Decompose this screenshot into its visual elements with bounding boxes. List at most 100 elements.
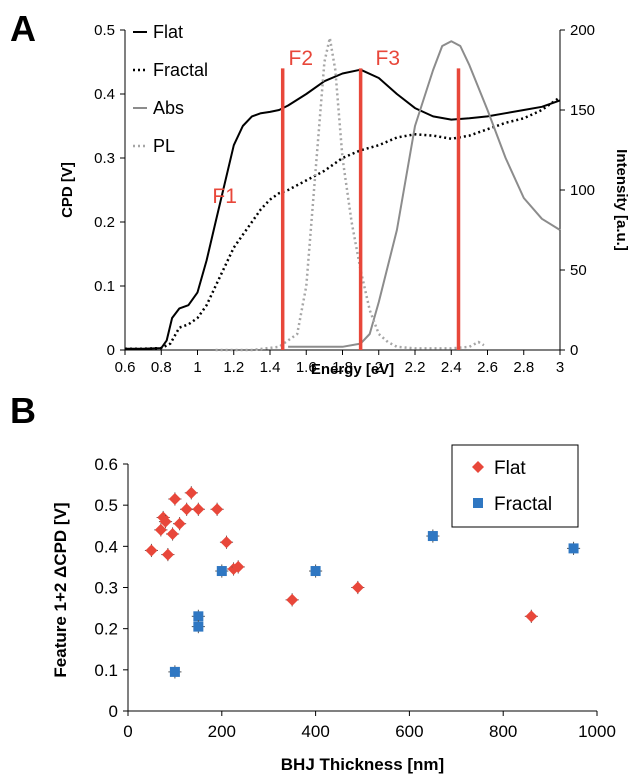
data-point-flat: [168, 492, 182, 506]
data-point-flat: [165, 527, 180, 541]
y-tick-label: 0.5: [94, 22, 115, 39]
diamond-marker: [154, 523, 167, 536]
y-tick-label: 0.2: [94, 214, 115, 231]
diamond-marker: [351, 581, 364, 594]
data-point-flat: [173, 517, 187, 531]
x-tick-label: 1.4: [260, 359, 281, 376]
y2-tick-label: 100: [570, 182, 595, 199]
data-point-flat: [210, 502, 224, 516]
y-tick-label: 0.4: [94, 86, 115, 103]
data-point-fractal: [566, 541, 581, 555]
panel-label-b: B: [10, 390, 36, 431]
data-point-fractal: [426, 529, 440, 543]
y-axis-title: CPD [V]: [59, 162, 76, 218]
diamond-marker: [220, 536, 233, 549]
legend-label-flat: Flat: [494, 458, 526, 479]
legend-marker-flat: [472, 461, 484, 473]
data-point-flat: [219, 535, 234, 549]
x-tick-label: 3: [556, 359, 564, 376]
data-point-flat: [285, 593, 299, 607]
data-point-flat: [161, 547, 175, 562]
x-tick-label: 0.6: [115, 359, 136, 376]
b-y-tick-label: 0.2: [94, 620, 118, 639]
legend-label: Flat: [153, 22, 183, 42]
feature-label: F2: [289, 47, 314, 70]
x-tick-label: 2.4: [441, 359, 462, 376]
x-tick-label: 1: [193, 359, 201, 376]
data-point-flat: [524, 609, 538, 623]
diamond-marker: [168, 492, 181, 505]
legend-label: Fractal: [153, 60, 208, 80]
b-y-axis-title: Feature 1+2 ΔCPD [V]: [51, 502, 70, 677]
data-point-fractal: [309, 564, 323, 578]
feature-label: F1: [212, 185, 237, 208]
y-tick-label: 0: [107, 342, 115, 359]
data-point-flat: [351, 580, 365, 595]
x-tick-label: 1.2: [223, 359, 244, 376]
legend-label-fractal: Fractal: [494, 494, 552, 515]
square-marker: [568, 543, 579, 554]
data-point-flat: [144, 543, 159, 558]
y-tick-label: 0.1: [94, 278, 115, 295]
x-tick-label: 2: [375, 359, 383, 376]
b-x-tick-label: 400: [301, 722, 329, 741]
b-y-tick-label: 0.6: [94, 455, 118, 474]
b-y-tick-label: 0.1: [94, 661, 118, 680]
y-tick-label: 0.3: [94, 150, 115, 167]
x-tick-label: 0.8: [151, 359, 172, 376]
b-y-tick-label: 0.3: [94, 579, 118, 598]
x-axis-title: Energy [eV]: [311, 361, 394, 378]
data-point-flat: [180, 502, 194, 516]
square-marker: [427, 531, 438, 542]
diamond-marker: [173, 517, 186, 530]
diamond-marker: [211, 503, 224, 516]
diamond-marker: [185, 486, 198, 499]
data-point-fractal: [191, 620, 205, 634]
x-tick-label: 1.8: [332, 359, 353, 376]
b-x-tick-label: 1000: [578, 722, 616, 741]
legend-box: [451, 444, 579, 528]
y2-tick-label: 50: [570, 262, 587, 279]
diamond-marker: [232, 560, 245, 573]
diamond-marker: [159, 515, 172, 528]
b-x-axis-title: BHJ Thickness [nm]: [281, 755, 444, 774]
diamond-marker: [286, 593, 299, 606]
x-tick-label: 2.2: [405, 359, 426, 376]
square-marker: [193, 621, 204, 632]
legend-label: Abs: [153, 98, 184, 118]
b-x-tick-label: 0: [123, 722, 132, 741]
data-point-flat: [158, 515, 173, 529]
feature-label: F3: [376, 47, 401, 70]
y2-tick-label: 150: [570, 102, 595, 119]
diamond-marker: [192, 503, 205, 516]
legend-marker-fractal: [473, 498, 483, 508]
b-x-tick-label: 600: [395, 722, 423, 741]
x-tick-label: 2.6: [477, 359, 498, 376]
data-point-flat: [154, 523, 168, 537]
diamond-marker: [166, 527, 179, 540]
series-line-flat: [125, 68, 561, 350]
b-y-tick-label: 0.4: [94, 537, 118, 556]
square-marker: [216, 566, 227, 577]
data-point-flat: [231, 560, 245, 574]
square-marker: [310, 566, 321, 577]
legend-label: PL: [153, 136, 175, 156]
data-point-fractal: [168, 665, 182, 679]
y2-tick-label: 200: [570, 22, 595, 39]
square-marker: [169, 666, 180, 677]
b-x-tick-label: 800: [489, 722, 517, 741]
square-marker: [193, 611, 204, 622]
panel-label-a: A: [10, 8, 36, 49]
x-tick-label: 2.8: [513, 359, 534, 376]
b-y-tick-label: 0: [109, 702, 118, 721]
b-y-tick-label: 0.5: [94, 496, 118, 515]
chart-a: 0 0.1 0.2 0.3 0.4 0.5 0 50 100 150 200 0.6 0.8 1 1.2 1.…: [59, 22, 630, 378]
diamond-marker: [145, 544, 158, 557]
series-line-abs: [288, 40, 561, 348]
diamond-marker: [161, 548, 174, 561]
diamond-marker: [180, 503, 193, 516]
y2-axis-title: Intensity [a.u.]: [613, 149, 630, 251]
data-point-flat: [191, 502, 205, 516]
b-x-tick-label: 200: [208, 722, 236, 741]
